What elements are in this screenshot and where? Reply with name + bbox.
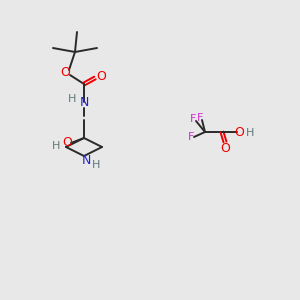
Text: O: O <box>234 125 244 139</box>
Text: H: H <box>246 128 254 138</box>
Text: O: O <box>62 136 72 149</box>
Text: N: N <box>79 95 89 109</box>
Text: H: H <box>92 160 100 170</box>
Text: O: O <box>60 65 70 79</box>
Text: F: F <box>188 132 194 142</box>
Text: F: F <box>190 114 196 124</box>
Text: O: O <box>220 142 230 154</box>
Text: N: N <box>81 154 91 166</box>
Text: O: O <box>96 70 106 83</box>
Text: H: H <box>52 141 60 151</box>
Text: H: H <box>68 94 76 104</box>
Text: F: F <box>197 113 203 123</box>
